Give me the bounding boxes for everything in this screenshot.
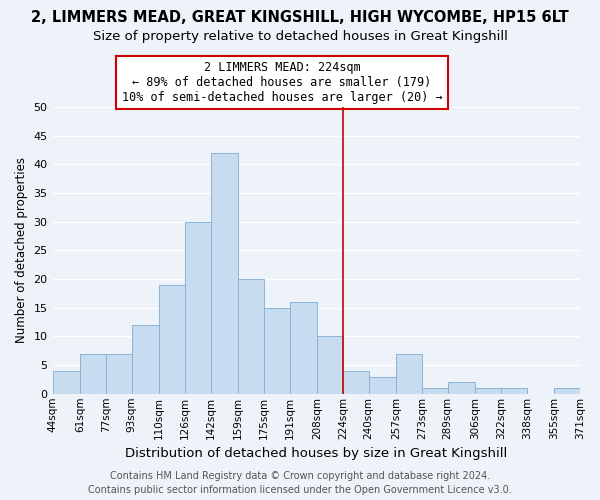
Bar	[159, 284, 185, 394]
Bar	[317, 336, 343, 394]
Text: 2 LIMMERS MEAD: 224sqm
← 89% of detached houses are smaller (179)
10% of semi-de: 2 LIMMERS MEAD: 224sqm ← 89% of detached…	[122, 61, 442, 104]
Bar	[53, 371, 80, 394]
Bar	[290, 302, 317, 394]
Text: Contains HM Land Registry data © Crown copyright and database right 2024.
Contai: Contains HM Land Registry data © Crown c…	[88, 471, 512, 495]
Bar	[80, 354, 106, 394]
Bar	[131, 325, 159, 394]
X-axis label: Distribution of detached houses by size in Great Kingshill: Distribution of detached houses by size …	[125, 447, 508, 460]
Text: 2, LIMMERS MEAD, GREAT KINGSHILL, HIGH WYCOMBE, HP15 6LT: 2, LIMMERS MEAD, GREAT KINGSHILL, HIGH W…	[31, 10, 569, 25]
Text: Size of property relative to detached houses in Great Kingshill: Size of property relative to detached ho…	[92, 30, 508, 43]
Bar	[475, 388, 501, 394]
Y-axis label: Number of detached properties: Number of detached properties	[15, 158, 28, 344]
Bar	[368, 376, 396, 394]
Bar	[554, 388, 580, 394]
Bar	[343, 371, 368, 394]
Bar	[448, 382, 475, 394]
Bar	[264, 308, 290, 394]
Bar	[422, 388, 448, 394]
Bar	[106, 354, 131, 394]
Bar	[396, 354, 422, 394]
Bar	[238, 279, 264, 394]
Bar	[501, 388, 527, 394]
Bar	[185, 222, 211, 394]
Bar	[211, 153, 238, 394]
